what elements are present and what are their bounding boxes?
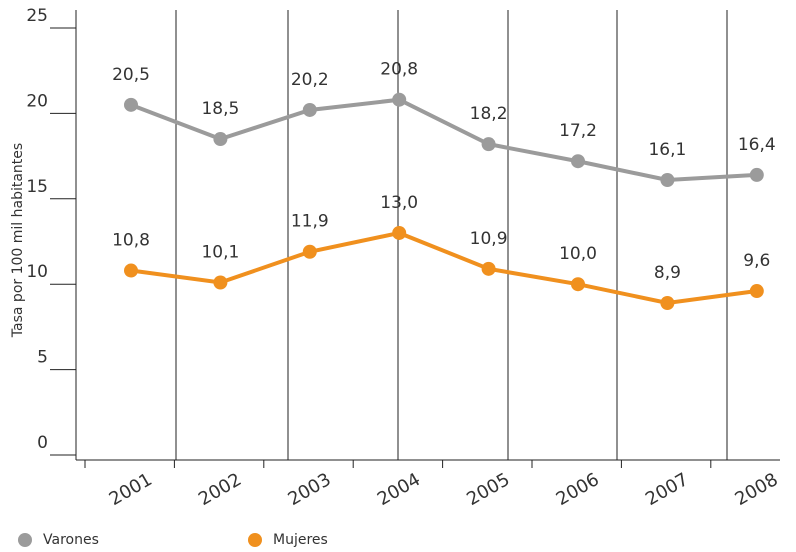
value-label: 16,4 (738, 135, 776, 155)
point (481, 261, 496, 276)
point (481, 137, 496, 152)
value-label: 10,8 (112, 231, 150, 251)
legend-marker (18, 533, 32, 547)
point (302, 102, 317, 117)
point (571, 277, 585, 292)
x-tick-label: 2005 (463, 469, 513, 510)
y-tick-label: 15 (26, 177, 48, 197)
value-label: 17,2 (559, 121, 597, 141)
value-label: 13,0 (380, 193, 418, 213)
y-tick-label: 5 (37, 348, 48, 368)
value-label: 20,5 (112, 65, 150, 85)
value-label: 10,9 (470, 229, 508, 249)
value-label: 16,1 (648, 140, 686, 160)
x-tick-label: 2002 (195, 469, 245, 510)
x-tick-label: 2006 (553, 469, 603, 510)
y-tick-label: 0 (37, 433, 48, 453)
point (660, 173, 675, 188)
point (571, 154, 585, 169)
x-tick-label: 2001 (106, 469, 156, 510)
point (749, 284, 764, 299)
point (302, 244, 317, 259)
value-label: 10,0 (559, 244, 597, 264)
legend-label: Mujeres (273, 532, 328, 548)
point (124, 263, 138, 278)
series-line (130, 230, 758, 306)
point (213, 132, 228, 147)
value-label: 20,2 (291, 70, 329, 90)
value-label: 10,1 (201, 242, 239, 262)
x-tick-label: 2008 (731, 469, 781, 510)
value-label: 11,9 (291, 212, 329, 232)
point (749, 167, 764, 182)
point (392, 225, 407, 240)
legend-label: Varones (43, 532, 99, 548)
point (124, 97, 138, 112)
x-tick-label: 2003 (284, 469, 334, 510)
y-axis-title: Tasa por 100 mil habitantes (10, 143, 26, 338)
legend-marker (248, 533, 262, 547)
y-tick-label: 25 (26, 6, 48, 26)
vertical-grid (75, 10, 780, 461)
x-tick-label: 2004 (374, 469, 424, 510)
point (660, 295, 675, 310)
y-tick-label: 20 (26, 91, 48, 111)
point (392, 92, 407, 107)
value-label: 18,2 (470, 104, 508, 124)
value-label: 9,6 (743, 251, 770, 271)
value-label: 20,8 (380, 60, 418, 80)
x-tick-label: 2007 (642, 469, 692, 510)
value-label: 8,9 (654, 263, 681, 283)
point (213, 275, 228, 290)
value-label: 18,5 (201, 99, 239, 119)
y-tick-label: 10 (26, 262, 48, 282)
series-line (130, 97, 757, 183)
